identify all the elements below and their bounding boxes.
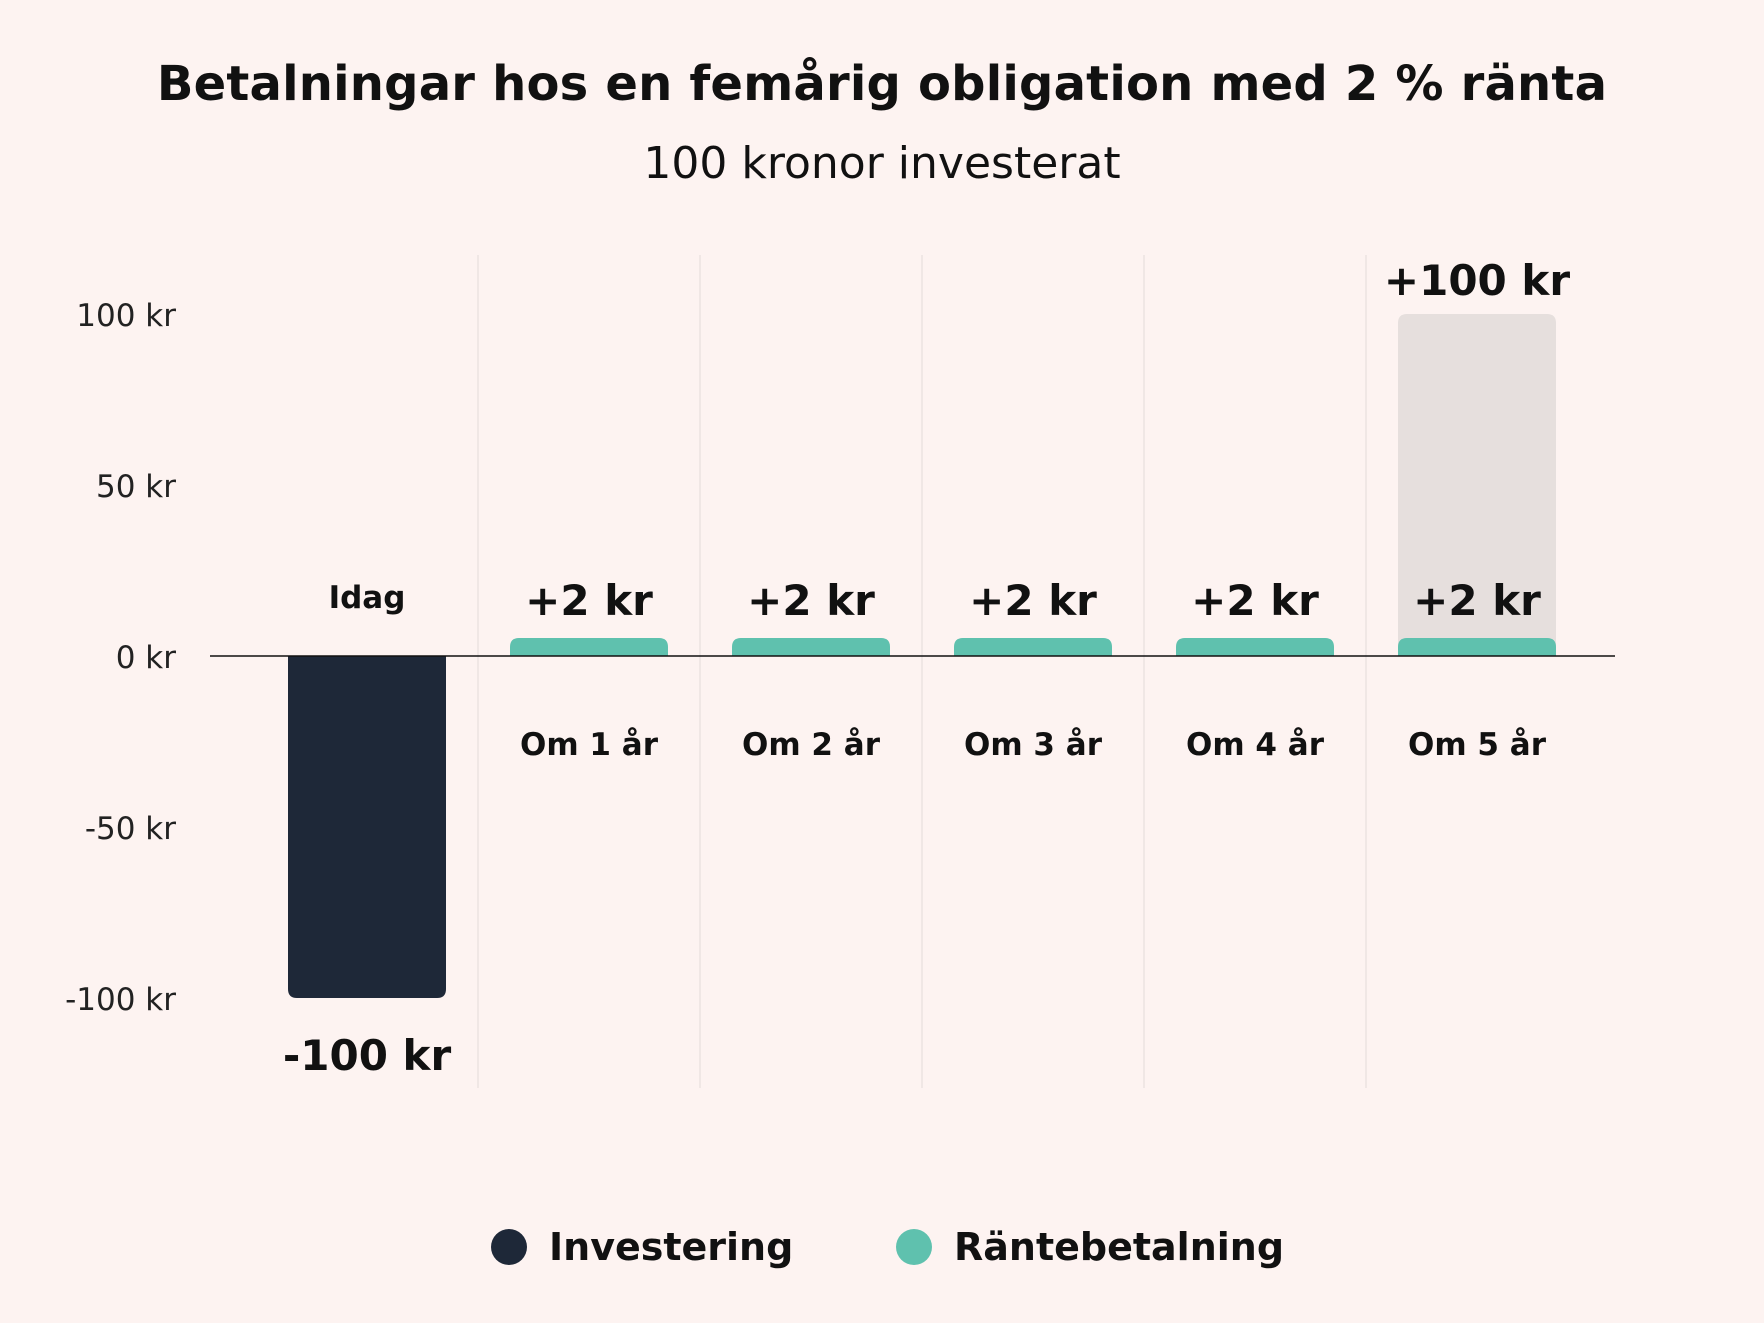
bar xyxy=(1398,314,1556,656)
y-tick-label: -100 kr xyxy=(65,982,176,1018)
x-category-label: Om 5 år xyxy=(1408,727,1547,763)
data-label: +2 kr xyxy=(969,576,1097,625)
bar xyxy=(732,638,890,656)
bar xyxy=(954,638,1112,656)
data-label: +2 kr xyxy=(1413,576,1541,625)
chart-subtitle: 100 kronor investerat xyxy=(643,138,1121,189)
x-category-label: Om 1 år xyxy=(520,727,659,763)
x-category-label: Om 2 år xyxy=(742,727,881,763)
data-label-principal: +100 kr xyxy=(1384,256,1570,305)
y-tick-label: 0 kr xyxy=(116,640,177,676)
chart-title: Betalningar hos en femårig obligation me… xyxy=(156,56,1608,112)
bar xyxy=(510,638,668,656)
x-category-label: Om 3 år xyxy=(964,727,1103,763)
x-category-label: Idag xyxy=(329,580,406,616)
y-tick-label: -50 kr xyxy=(85,811,176,847)
y-tick-label: 100 kr xyxy=(76,298,176,334)
legend-item-investering: Investering xyxy=(491,1222,793,1272)
x-category-label: Om 4 år xyxy=(1186,727,1325,763)
data-label: +2 kr xyxy=(747,576,875,625)
data-label: -100 kr xyxy=(283,1031,452,1080)
bar xyxy=(1176,638,1334,656)
legend-swatch-rantebetalning xyxy=(896,1229,932,1265)
bar xyxy=(288,656,446,998)
data-label: +2 kr xyxy=(1191,576,1319,625)
y-tick-label: 50 kr xyxy=(96,469,176,505)
legend-label-rantebetalning: Räntebetalning xyxy=(954,1225,1285,1269)
data-label: +2 kr xyxy=(525,576,653,625)
legend-swatch-investering xyxy=(491,1229,527,1265)
legend-item-rantebetalning: Räntebetalning xyxy=(896,1222,1284,1272)
bar xyxy=(1398,638,1556,656)
legend-label-investering: Investering xyxy=(549,1225,794,1269)
